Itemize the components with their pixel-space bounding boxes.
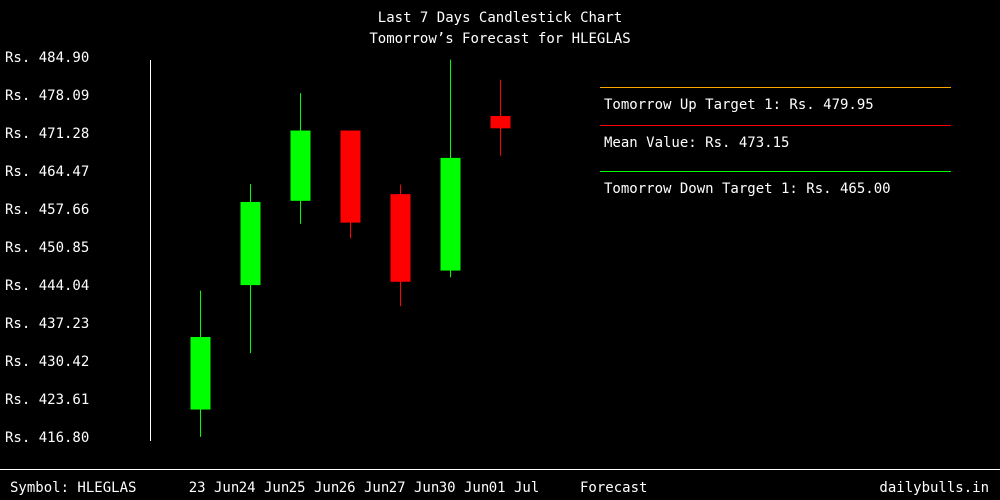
candle-body (390, 194, 411, 282)
candle-body (190, 337, 211, 410)
x-tick-label: 26 Jun (338, 480, 390, 496)
x-tick-label: 30 Jun (438, 480, 490, 496)
candle-body (340, 130, 361, 223)
x-tick-label: 24 Jun (238, 480, 290, 496)
y-tick-label: Rs. 478.09 (5, 88, 90, 104)
symbol-label: Symbol: HLEGLAS (10, 480, 137, 496)
up-target-line (600, 87, 951, 88)
candle-body (240, 201, 261, 286)
footer-divider (0, 469, 1000, 470)
mean-value-label: Mean Value: Rs. 473.15 (604, 135, 790, 151)
candles-group (190, 59, 511, 437)
y-tick-label: Rs. 457.66 (5, 202, 90, 218)
y-tick-label: Rs. 484.90 (5, 50, 90, 66)
x-tick-label: 01 Jul (488, 480, 540, 496)
candle-body (290, 130, 311, 201)
chart-title: Last 7 Days Candlestick Chart (377, 10, 623, 26)
y-tick-label: Rs. 450.85 (5, 240, 90, 256)
y-tick-label: Rs. 423.61 (5, 392, 90, 408)
x-tick-label: 25 Jun (288, 480, 340, 496)
up-target-label: Tomorrow Up Target 1: Rs. 479.95 (604, 97, 874, 113)
down-target-line (600, 171, 951, 172)
candle-body (490, 116, 511, 129)
site-label: dailybulls.in (879, 480, 989, 496)
mean-value-line (600, 125, 951, 126)
chart-title-block: Last 7 Days Candlestick Chart Tomorrow’s… (0, 8, 1000, 50)
x-tick-label: 27 Jun (388, 480, 440, 496)
y-tick-label: Rs. 416.80 (5, 430, 90, 446)
down-target-label: Tomorrow Down Target 1: Rs. 465.00 (604, 181, 891, 197)
x-tick-label: 23 Jun (188, 480, 240, 496)
chart-subtitle: Tomorrow’s Forecast for HLEGLAS (369, 31, 631, 47)
y-tick-label: Rs. 430.42 (5, 354, 90, 370)
y-tick-label: Rs. 464.47 (5, 164, 90, 180)
forecast-column-label: Forecast (580, 480, 648, 496)
y-tick-label: Rs. 471.28 (5, 126, 90, 142)
candle-body (440, 157, 461, 271)
y-tick-label: Rs. 444.04 (5, 278, 90, 294)
y-tick-label: Rs. 437.23 (5, 316, 90, 332)
